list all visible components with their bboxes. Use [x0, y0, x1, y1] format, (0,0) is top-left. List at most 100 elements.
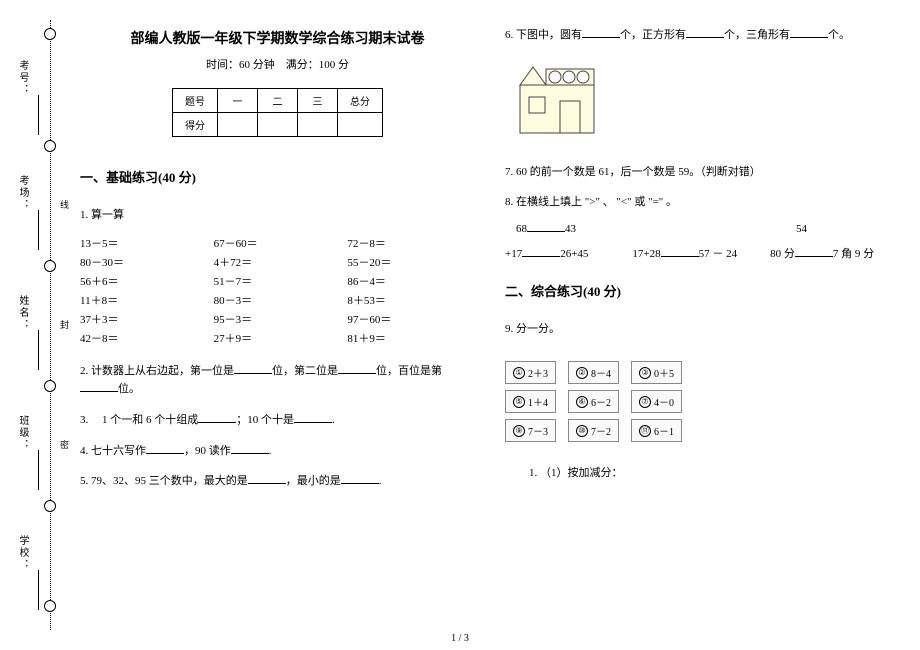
calc-grid: 13－5＝ 67－60＝ 72－8＝ 80－30＝ 4＋72＝ 55－20＝ 5…	[80, 235, 475, 346]
left-column: 部编人教版一年级下学期数学综合练习期末试卷 时间：60 分钟 满分：100 分 …	[80, 20, 475, 630]
calc-item: 27＋9＝	[214, 330, 342, 346]
card: ⑤1＋4	[505, 390, 556, 413]
card-expr: 1＋4	[528, 394, 548, 409]
calc-item: 86－4＝	[347, 273, 475, 289]
q8-row2: +1726+45 17+2857 － 24 80 分7 角 9 分	[505, 245, 900, 264]
score-cell[interactable]	[298, 113, 338, 137]
calc-item: 8＋53＝	[347, 292, 475, 308]
score-table: 题号 一 二 三 总分 得分	[172, 88, 383, 137]
roof-circle	[577, 71, 589, 83]
card-row: ⑨7－3 ⑩7－2 ⑪6－1	[505, 419, 900, 442]
section2-heading: 二、综合练习(40 分)	[505, 281, 900, 300]
binding-underline	[38, 210, 39, 250]
calc-item: 80－30＝	[80, 254, 208, 270]
exam-subtitle: 时间：60 分钟 满分：100 分	[80, 56, 475, 72]
card-expr: 7－3	[528, 423, 548, 438]
q8-label: 8. 在横线上填上 ">" 、 "<" 或 "=" 。	[505, 193, 900, 212]
binding-line	[50, 20, 51, 630]
card-num: ①	[513, 367, 525, 379]
calc-item: 4＋72＝	[214, 254, 342, 270]
score-cell[interactable]	[338, 113, 383, 137]
binding-label-class: 班级：	[15, 415, 30, 451]
card-num: ③	[639, 367, 651, 379]
card: ⑥6－2	[568, 390, 619, 413]
binding-circle	[44, 380, 56, 392]
q3: 3. 1 个一和 6 个十组成；10 个十是.	[80, 411, 475, 430]
score-th: 总分	[338, 89, 383, 113]
calc-item: 51－7＝	[214, 273, 342, 289]
card-expr: 4－0	[654, 394, 674, 409]
calc-item: 55－20＝	[347, 254, 475, 270]
calc-item: 67－60＝	[214, 235, 342, 251]
card: ②8－4	[568, 361, 619, 384]
calc-item: 56＋6＝	[80, 273, 208, 289]
card-expr: 2＋3	[528, 365, 548, 380]
card: ⑪6－1	[631, 419, 682, 442]
calc-item: 13－5＝	[80, 235, 208, 251]
seal-text-mi: 线	[58, 200, 71, 219]
house-svg	[505, 57, 615, 142]
score-th: 题号	[173, 89, 218, 113]
binding-underline	[38, 330, 39, 370]
score-th: 一	[218, 89, 258, 113]
q1-label: 1. 算一算	[80, 206, 475, 225]
binding-underline	[38, 450, 39, 490]
binding-circle	[44, 260, 56, 272]
card-expr: 6－2	[591, 394, 611, 409]
q5: 5. 79、32、95 三个数中，最大的是，最小的是.	[80, 472, 475, 491]
cards-group: ①2＋3 ②8－4 ③0＋5 ⑤1＋4 ⑥6－2 ⑦4－0 ⑨7－3 ⑩7－2 …	[505, 355, 900, 448]
roof-circle	[563, 71, 575, 83]
binding-underline	[38, 570, 39, 610]
card-expr: 8－4	[591, 365, 611, 380]
page-content: 部编人教版一年级下学期数学综合练习期末试卷 时间：60 分钟 满分：100 分 …	[80, 20, 900, 630]
binding-label-examnum: 考号：	[15, 60, 30, 96]
card-num: ⑦	[639, 396, 651, 408]
roof-circle	[549, 71, 561, 83]
q4: 4. 七十六写作，90 读作.	[80, 442, 475, 461]
card-num: ⑥	[576, 396, 588, 408]
score-cell[interactable]	[218, 113, 258, 137]
calc-item: 42－8＝	[80, 330, 208, 346]
card-num: ⑪	[639, 425, 651, 437]
house-figure	[505, 57, 900, 145]
card: ⑦4－0	[631, 390, 682, 413]
binding-circle	[44, 28, 56, 40]
card-expr: 6－1	[654, 423, 674, 438]
exam-title: 部编人教版一年级下学期数学综合练习期末试卷	[80, 28, 475, 48]
q9-sub1: 1. （1）按加减分：	[529, 464, 900, 483]
card-num: ⑨	[513, 425, 525, 437]
binding-label-name: 姓名：	[15, 295, 30, 331]
q2: 2. 计数器上从右边起，第一位是位，第二位是位，百位是第位。	[80, 362, 475, 399]
score-row-label: 得分	[173, 113, 218, 137]
card: ①2＋3	[505, 361, 556, 384]
card-num: ⑤	[513, 396, 525, 408]
calc-item: 11＋8＝	[80, 292, 208, 308]
calc-item: 72－8＝	[347, 235, 475, 251]
binding-circle	[44, 140, 56, 152]
card-num: ⑩	[576, 425, 588, 437]
card-row: ⑤1＋4 ⑥6－2 ⑦4－0	[505, 390, 900, 413]
seal-text-feng: 封	[58, 320, 71, 339]
calc-item: 81＋9＝	[347, 330, 475, 346]
card: ⑩7－2	[568, 419, 619, 442]
score-cell[interactable]	[258, 113, 298, 137]
binding-label-school: 学校：	[15, 535, 30, 571]
q6: 6. 下图中，圆有个，正方形有个，三角形有个。	[505, 26, 900, 45]
calc-item: 37＋3＝	[80, 311, 208, 327]
card-row: ①2＋3 ②8－4 ③0＋5	[505, 361, 900, 384]
right-column: 6. 下图中，圆有个，正方形有个，三角形有个。 7. 60 的前一个数是 61，…	[505, 20, 900, 630]
house-body	[520, 85, 594, 133]
calc-item: 95－3＝	[214, 311, 342, 327]
page-number: 1 / 3	[0, 633, 920, 644]
card-expr: 0＋5	[654, 365, 674, 380]
score-th: 二	[258, 89, 298, 113]
card-expr: 7－2	[591, 423, 611, 438]
roof-triangle	[520, 67, 546, 85]
calc-item: 97－60＝	[347, 311, 475, 327]
q8-row1: 6843 54	[505, 220, 900, 239]
binding-margin: 考号： 考场： 姓名： 班级： 学校： 线 封 密	[0, 0, 70, 650]
q7: 7. 60 的前一个数是 61，后一个数是 59。（判断对错）	[505, 163, 900, 182]
binding-circle	[44, 600, 56, 612]
binding-label-room: 考场：	[15, 175, 30, 211]
card-num: ②	[576, 367, 588, 379]
